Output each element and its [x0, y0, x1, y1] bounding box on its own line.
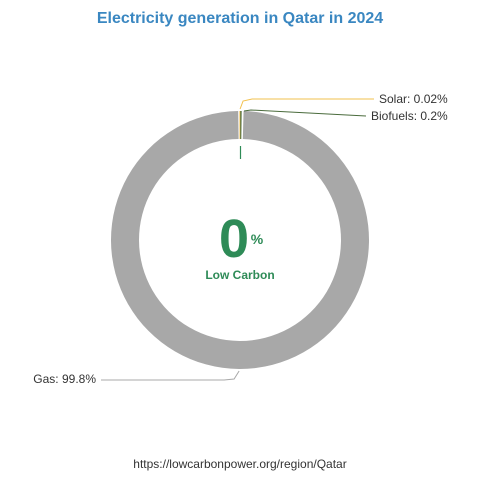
center-value: 0 — [219, 209, 249, 269]
slice-biofuels — [240, 111, 242, 140]
chart-title: Electricity generation in Qatar in 2024 — [96, 10, 384, 27]
leader-line-solar — [239, 98, 375, 110]
slice-label-biofuels: Biofuels: 0.2% — [371, 109, 448, 123]
leader-line-biofuels — [243, 109, 367, 117]
center-unit: % — [251, 231, 264, 247]
source-url: https://lowcarbonpower.org/region/Qatar — [133, 457, 347, 471]
slice-label-gas: Gas: 99.8% — [33, 372, 96, 386]
center-label: Low Carbon — [205, 268, 274, 282]
slice-callouts: Solar: 0.02% Biofuels: 0.2% Gas: 99.8% — [33, 92, 448, 386]
donut-slices — [111, 111, 370, 370]
leader-line-gas — [100, 370, 240, 381]
slice-label-solar: Solar: 0.02% — [379, 92, 448, 106]
